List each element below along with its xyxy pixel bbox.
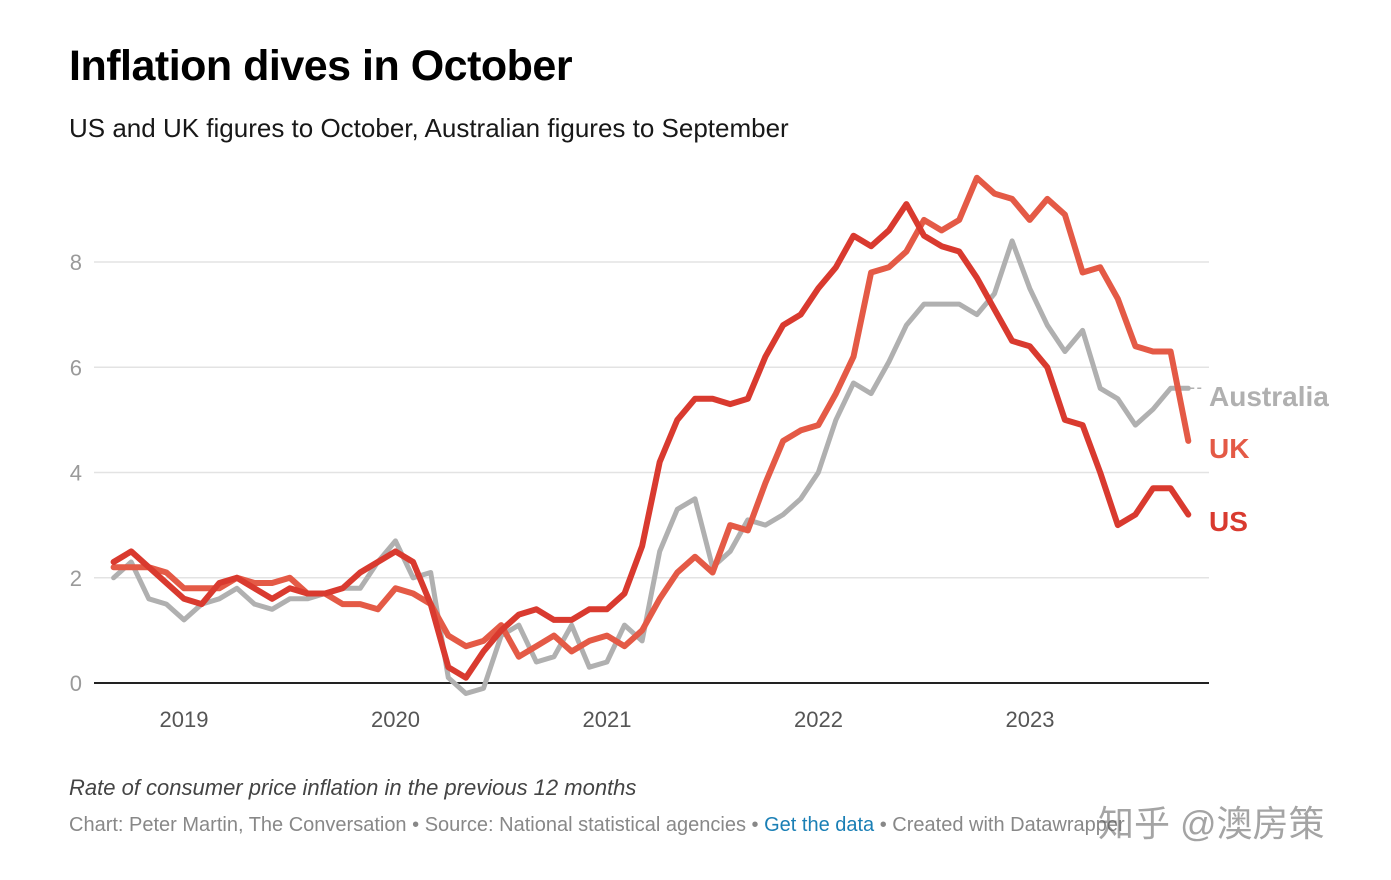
y-tick-label: 6 bbox=[70, 355, 82, 380]
footer-separator: • bbox=[745, 814, 765, 836]
series-lines bbox=[110, 174, 1192, 696]
footer-source: Source: National statistical agencies bbox=[424, 814, 746, 836]
y-tick-label: 0 bbox=[70, 671, 82, 696]
y-axis-note: Rate of consumer price inflation in the … bbox=[69, 775, 637, 800]
chart-subtitle: US and UK figures to October, Australian… bbox=[69, 113, 789, 143]
x-tick-label: 2022 bbox=[794, 707, 843, 732]
y-tick-label: 4 bbox=[70, 461, 82, 486]
series-labels: Australia UK US bbox=[1190, 381, 1329, 537]
x-axis-ticks: 2019 2020 2021 2022 2023 bbox=[160, 707, 1055, 732]
series-label-us: US bbox=[1209, 506, 1248, 537]
series-line-us bbox=[110, 201, 1192, 681]
chart-footer: Chart: Peter Martin, The Conversation • … bbox=[69, 811, 1125, 839]
footer-separator: • bbox=[406, 814, 425, 836]
y-axis-ticks: 0 2 4 6 8 bbox=[70, 250, 82, 696]
footer-created-with: Created with Datawrapper bbox=[892, 814, 1125, 836]
footer-separator: • bbox=[874, 814, 893, 836]
x-tick-label: 2023 bbox=[1006, 707, 1055, 732]
get-the-data-link[interactable]: Get the data bbox=[764, 814, 875, 836]
y-tick-label: 8 bbox=[70, 250, 82, 275]
footer-credit: Chart: Peter Martin, The Conversation bbox=[69, 814, 407, 836]
x-tick-label: 2021 bbox=[583, 707, 632, 732]
watermark-text: 知乎 @澳房策 bbox=[1098, 803, 1325, 844]
gridlines bbox=[94, 261, 1209, 684]
chart-title: Inflation dives in October bbox=[69, 42, 573, 90]
series-line-australia bbox=[111, 238, 1191, 696]
series-line-uk bbox=[110, 174, 1192, 660]
x-tick-label: 2020 bbox=[371, 707, 420, 732]
x-tick-label: 2019 bbox=[160, 707, 209, 732]
y-tick-label: 2 bbox=[70, 566, 82, 591]
series-label-uk: UK bbox=[1209, 433, 1249, 464]
series-label-australia: Australia bbox=[1209, 381, 1329, 412]
